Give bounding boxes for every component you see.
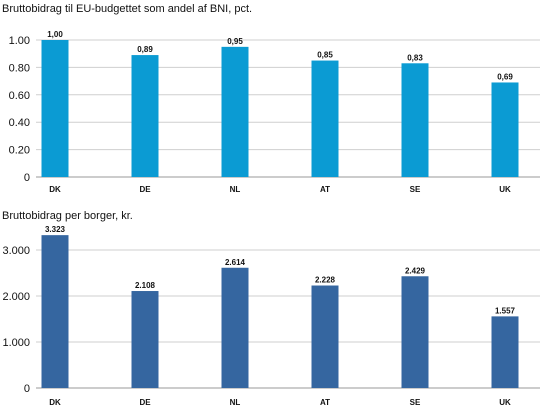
y-tick-label-citizen-0: 0 <box>24 383 30 395</box>
y-tick-label-citizen-1: 1.000 <box>2 337 30 349</box>
category-label-citizen-se: SE <box>410 398 421 407</box>
value-label-citizen-se: 2.429 <box>405 266 426 275</box>
y-tick-label-gni-1: 0.20 <box>9 145 30 157</box>
y-tick-label-citizen-2: 2.000 <box>2 291 30 303</box>
category-label-citizen-uk: UK <box>499 398 511 407</box>
category-label-gni-dk: DK <box>49 185 61 194</box>
bar-citizen-dk <box>41 235 69 388</box>
y-tick-label-gni-2: 0.40 <box>9 117 30 129</box>
value-label-gni-nl: 0,95 <box>227 37 243 46</box>
bar-citizen-at <box>311 285 339 388</box>
category-label-citizen-nl: NL <box>230 398 241 407</box>
bar-gni-de <box>131 55 159 177</box>
value-label-gni-uk: 0,69 <box>497 72 513 81</box>
bar-gni-se <box>401 63 429 177</box>
bar-gni-dk <box>41 40 69 177</box>
y-tick-label-gni-3: 0.60 <box>9 90 30 102</box>
value-label-gni-at: 0,85 <box>317 51 333 60</box>
bar-gni-uk <box>491 82 519 177</box>
value-label-gni-de: 0,89 <box>137 45 153 54</box>
category-label-citizen-dk: DK <box>49 398 61 407</box>
category-label-citizen-de: DE <box>139 398 151 407</box>
category-label-gni-uk: UK <box>499 185 511 194</box>
bar-gni-nl <box>221 46 249 177</box>
chart-title-per-citizen: Bruttobidrag per borger, kr. <box>2 210 133 222</box>
bar-citizen-se <box>401 276 429 388</box>
y-tick-label-citizen-3: 3.000 <box>2 245 30 257</box>
category-label-gni-de: DE <box>139 185 151 194</box>
bar-citizen-uk <box>491 316 519 388</box>
category-label-gni-se: SE <box>410 185 421 194</box>
value-label-citizen-nl: 2.614 <box>225 258 246 267</box>
value-label-citizen-dk: 3.323 <box>45 225 66 234</box>
y-tick-label-gni-5: 1.00 <box>9 35 30 47</box>
bar-gni-at <box>311 60 339 177</box>
bar-citizen-de <box>131 291 159 388</box>
bar-citizen-nl <box>221 267 249 388</box>
y-tick-label-gni-4: 0.80 <box>9 62 30 74</box>
value-label-citizen-de: 2.108 <box>135 281 156 290</box>
value-label-gni-dk: 1,00 <box>47 30 63 39</box>
category-label-gni-nl: NL <box>230 185 241 194</box>
category-label-citizen-at: AT <box>320 398 330 407</box>
chart-title-gni-share: Bruttobidrag til EU-budgettet som andel … <box>2 3 253 15</box>
value-label-citizen-at: 2.228 <box>315 276 336 285</box>
value-label-citizen-uk: 1.557 <box>495 306 516 315</box>
y-tick-label-gni-0: 0 <box>24 172 30 184</box>
category-label-gni-at: AT <box>320 185 330 194</box>
value-label-gni-se: 0,83 <box>407 53 423 62</box>
